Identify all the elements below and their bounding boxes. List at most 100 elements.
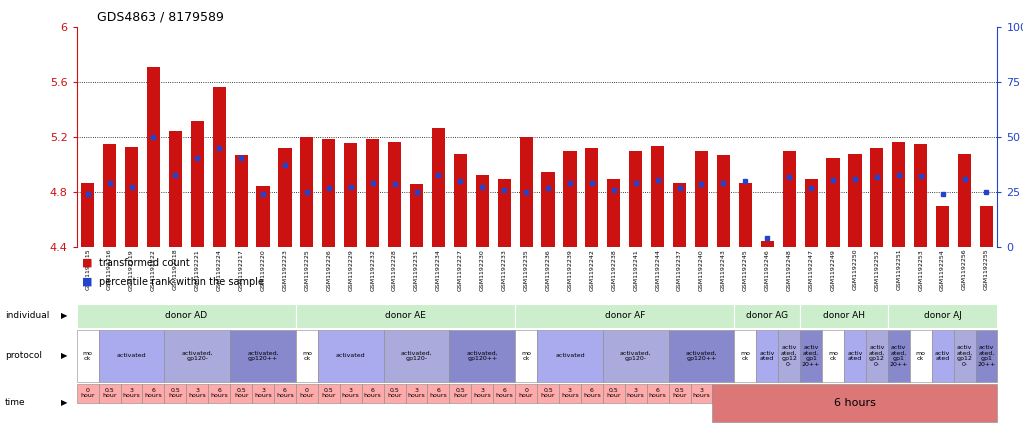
Bar bbox=[800, 330, 822, 382]
Text: protocol: protocol bbox=[5, 352, 42, 360]
Bar bbox=[516, 330, 537, 382]
Bar bbox=[278, 148, 292, 247]
Bar bbox=[739, 183, 752, 247]
Bar bbox=[318, 384, 340, 403]
Bar bbox=[493, 384, 516, 403]
Text: mo
ck: mo ck bbox=[83, 351, 93, 361]
Bar bbox=[121, 384, 142, 403]
Text: 6 hours: 6 hours bbox=[834, 398, 876, 408]
Bar bbox=[712, 384, 997, 422]
Text: 0
hour: 0 hour bbox=[300, 388, 314, 398]
Text: activ
ated,
gp1
20++: activ ated, gp1 20++ bbox=[890, 345, 908, 367]
Bar bbox=[340, 384, 362, 403]
Bar bbox=[454, 154, 466, 247]
Bar bbox=[252, 384, 274, 403]
Bar bbox=[559, 384, 581, 403]
Text: 3
hours: 3 hours bbox=[561, 388, 579, 398]
Bar bbox=[629, 151, 642, 247]
Bar bbox=[783, 151, 796, 247]
Bar bbox=[669, 330, 735, 382]
Text: percentile rank within the sample: percentile rank within the sample bbox=[99, 277, 264, 287]
Text: donor AG: donor AG bbox=[746, 311, 789, 320]
Text: 0.5
hour: 0.5 hour bbox=[672, 388, 686, 398]
Text: ▶: ▶ bbox=[61, 352, 68, 360]
Bar bbox=[366, 139, 380, 247]
Bar bbox=[865, 330, 888, 382]
Bar bbox=[410, 184, 424, 247]
Bar bbox=[230, 330, 296, 382]
Bar bbox=[77, 304, 296, 328]
Text: activ
ated,
gp12
0-: activ ated, gp12 0- bbox=[957, 345, 973, 367]
Bar bbox=[165, 384, 186, 403]
Text: 6
hours: 6 hours bbox=[430, 388, 447, 398]
Text: 6
hours: 6 hours bbox=[144, 388, 163, 398]
Bar bbox=[581, 384, 603, 403]
Text: donor AE: donor AE bbox=[385, 311, 426, 320]
Bar bbox=[388, 142, 401, 247]
Text: 0.5
hour: 0.5 hour bbox=[102, 388, 117, 398]
Bar bbox=[318, 330, 384, 382]
Text: 6
hours: 6 hours bbox=[495, 388, 514, 398]
Text: 3
hours: 3 hours bbox=[474, 388, 491, 398]
Bar bbox=[186, 384, 209, 403]
Text: individual: individual bbox=[5, 311, 49, 320]
Bar bbox=[848, 154, 861, 247]
Bar bbox=[603, 330, 669, 382]
Text: 0.5
hour: 0.5 hour bbox=[388, 388, 402, 398]
Text: activ
ated: activ ated bbox=[935, 351, 950, 361]
Bar bbox=[953, 330, 976, 382]
Text: ▶: ▶ bbox=[61, 311, 68, 320]
Text: mo
ck: mo ck bbox=[741, 351, 750, 361]
Bar bbox=[516, 304, 735, 328]
Text: 6
hours: 6 hours bbox=[364, 388, 382, 398]
Text: donor AD: donor AD bbox=[166, 311, 208, 320]
Bar bbox=[608, 179, 620, 247]
Text: activated,
gp120++: activated, gp120++ bbox=[466, 351, 498, 361]
Text: 0
hour: 0 hour bbox=[81, 388, 95, 398]
Text: ■: ■ bbox=[82, 277, 92, 287]
Bar bbox=[296, 384, 318, 403]
Bar bbox=[761, 241, 773, 247]
Text: donor AF: donor AF bbox=[605, 311, 644, 320]
Bar bbox=[537, 384, 559, 403]
Text: mo
ck: mo ck bbox=[916, 351, 926, 361]
Text: 6
hours: 6 hours bbox=[583, 388, 601, 398]
Bar bbox=[169, 131, 182, 247]
Bar bbox=[585, 148, 598, 247]
Bar bbox=[603, 384, 625, 403]
Text: activ
ated,
gp1
20++: activ ated, gp1 20++ bbox=[977, 345, 995, 367]
Text: 3
hours: 3 hours bbox=[123, 388, 140, 398]
Bar bbox=[142, 384, 165, 403]
Bar bbox=[756, 330, 779, 382]
Text: transformed count: transformed count bbox=[99, 258, 190, 268]
Bar bbox=[695, 151, 708, 247]
Bar bbox=[125, 147, 138, 247]
Bar bbox=[213, 87, 226, 247]
Text: 3
hours: 3 hours bbox=[693, 388, 710, 398]
Bar bbox=[537, 330, 603, 382]
Text: activated,
gp120-: activated, gp120- bbox=[620, 351, 652, 361]
Bar bbox=[190, 121, 204, 247]
Bar bbox=[301, 137, 313, 247]
Bar bbox=[449, 384, 472, 403]
Bar bbox=[669, 384, 691, 403]
Text: activated,
gp120-: activated, gp120- bbox=[401, 351, 433, 361]
Bar bbox=[980, 206, 993, 247]
Text: 0.5
hour: 0.5 hour bbox=[234, 388, 249, 398]
Text: activ
ated: activ ated bbox=[759, 351, 775, 361]
Bar bbox=[103, 144, 117, 247]
Bar bbox=[98, 384, 121, 403]
Bar bbox=[564, 151, 577, 247]
Bar bbox=[541, 172, 554, 247]
Bar bbox=[77, 330, 98, 382]
Bar bbox=[827, 158, 840, 247]
Text: activ
ated: activ ated bbox=[847, 351, 862, 361]
Text: 0.5
hour: 0.5 hour bbox=[168, 388, 183, 398]
Bar bbox=[804, 179, 817, 247]
Bar bbox=[274, 384, 296, 403]
Bar bbox=[516, 384, 537, 403]
Bar bbox=[958, 154, 971, 247]
Text: 6
hours: 6 hours bbox=[211, 388, 228, 398]
Bar bbox=[362, 384, 384, 403]
Text: 0.5
hour: 0.5 hour bbox=[453, 388, 468, 398]
